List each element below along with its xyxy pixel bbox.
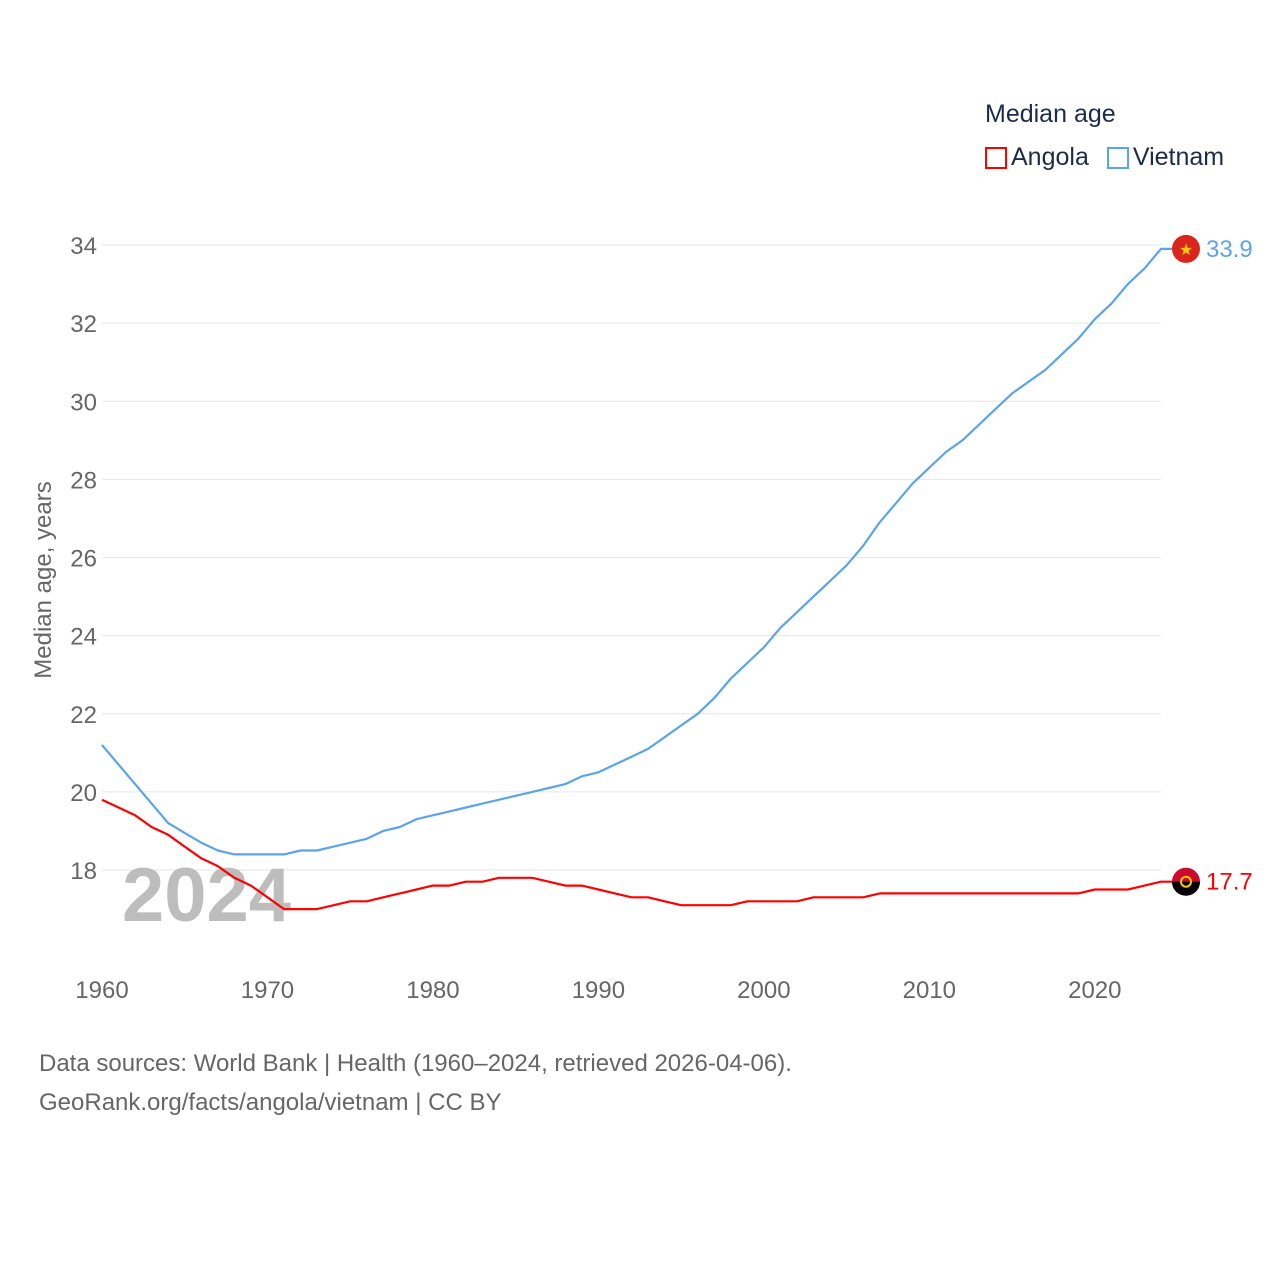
x-tick-label: 2000 — [737, 977, 790, 1004]
y-tick-label: 34 — [70, 233, 97, 260]
legend-label-vietnam: Vietnam — [1132, 143, 1225, 171]
y-tick-label: 30 — [70, 389, 97, 416]
legend-swatch-vietnam — [1106, 146, 1129, 169]
series-line-vietnam — [101, 247, 1186, 856]
y-tick-label: 32 — [70, 311, 97, 338]
vietnam-flag-icon — [1172, 234, 1200, 263]
legend: Angola Vietnam — [985, 143, 1224, 172]
attribution-link[interactable]: GeoRank.org/facts/angola/vietnam | CC BY — [39, 1089, 502, 1116]
y-axis-label: Median age, years — [30, 481, 57, 678]
data-sources: Data sources: World Bank | Health (1960–… — [39, 1050, 792, 1077]
legend-label-angola: Angola — [1011, 143, 1089, 171]
series-line-angola — [101, 798, 1186, 911]
end-value-label-angola: 17.7 — [1206, 869, 1253, 896]
y-tick-label: 22 — [70, 702, 97, 729]
legend-item-angola[interactable]: Angola — [985, 143, 1089, 172]
x-tick-label: 2020 — [1068, 977, 1121, 1004]
end-value-label-vietnam: 33.9 — [1206, 236, 1253, 263]
y-tick-label: 20 — [70, 780, 97, 807]
angola-flag-lower-half — [1172, 881, 1200, 896]
x-tick-label: 2010 — [903, 977, 956, 1004]
x-tick-label: 1960 — [75, 977, 128, 1004]
angola-emblem-icon — [1180, 875, 1192, 888]
footer: Data sources: World Bank | Health (1960–… — [39, 1044, 792, 1122]
year-watermark: 2024 — [122, 853, 291, 938]
x-tick-label: 1970 — [241, 977, 294, 1004]
y-tick-label: 18 — [70, 858, 97, 885]
legend-swatch-angola — [985, 146, 1007, 169]
x-tick-label: 1980 — [406, 977, 459, 1004]
star-icon: ★ — [1179, 242, 1193, 259]
y-tick-label: 24 — [70, 624, 97, 651]
legend-item-vietnam[interactable]: Vietnam — [1106, 143, 1225, 172]
y-tick-label: 28 — [70, 467, 97, 494]
x-tick-label: 1990 — [572, 977, 625, 1004]
legend-title: Median age — [985, 100, 1116, 128]
y-tick-label: 26 — [70, 546, 97, 573]
